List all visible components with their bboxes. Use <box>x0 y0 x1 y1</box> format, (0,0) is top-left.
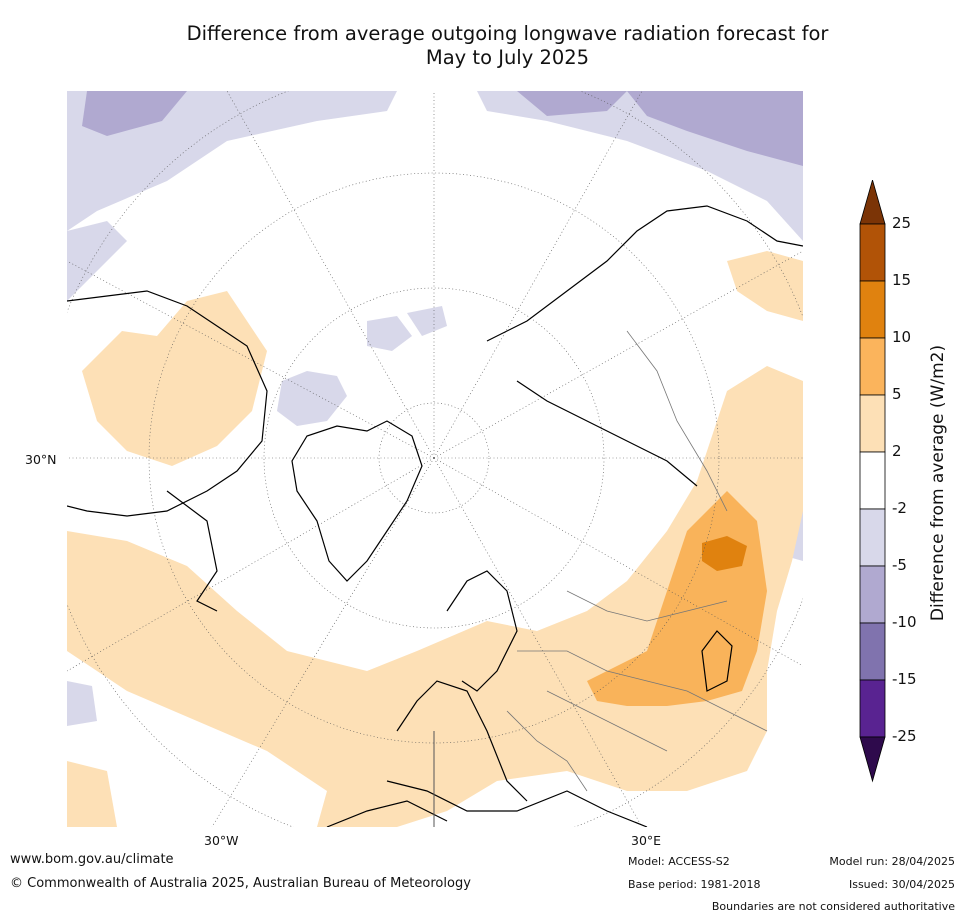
pos-region-atlantic-europe <box>67 366 803 827</box>
lon-label-30e: 30°E <box>631 833 662 848</box>
lat-label-30n: 30°N <box>25 452 57 467</box>
pos-max-siberia <box>702 536 747 571</box>
footer-issued: Issued: 30/04/2025 <box>848 878 955 891</box>
neg-strong-northeast <box>627 91 803 166</box>
colorbar-bin <box>859 679 886 738</box>
coast-siberia <box>486 205 803 342</box>
country-borders <box>506 330 768 792</box>
footer-model: Model: ACCESS-S2 <box>628 855 730 868</box>
neg-region-southwest-edge <box>67 681 97 726</box>
neg-region-north-pacific <box>67 91 397 231</box>
lon-label-30w: 30°W <box>204 833 239 848</box>
polar-map <box>67 91 803 827</box>
coast-europe-west <box>396 680 528 802</box>
coast-africa-north <box>326 800 448 827</box>
colorbar-tick-label: -10 <box>892 613 917 631</box>
anomaly-neg-5-10 <box>82 91 803 166</box>
neg-region-northwest-band <box>67 221 127 301</box>
coastlines <box>67 205 803 827</box>
colorbar-bin <box>859 394 886 453</box>
pos-region-southwest-corner <box>67 761 117 827</box>
colorbar-tick-label: 15 <box>892 271 912 289</box>
title-line-1: Difference from average outgoing longwav… <box>186 22 829 45</box>
colorbar-bin-min <box>859 736 886 783</box>
anomaly-pos-10-15 <box>702 536 747 571</box>
coast-greenland <box>291 420 423 582</box>
colorbar-tick-label: 25 <box>892 214 912 232</box>
colorbar-bin-max <box>859 180 886 225</box>
colorbar-tick-label: -25 <box>892 727 917 745</box>
pos-region-east-asia <box>727 251 803 321</box>
colorbar-bin <box>859 451 886 510</box>
colorbar-title: Difference from average (W/m2) <box>928 344 948 622</box>
neg-region-arctic-islands <box>367 316 412 351</box>
footer-url[interactable]: www.bom.gov.au/climate <box>10 852 174 867</box>
coast-canada <box>67 290 268 517</box>
coast-mediterranean <box>386 780 648 827</box>
colorbar-bin <box>859 622 886 681</box>
colorbar-bin <box>859 280 886 339</box>
coast-hudson <box>166 490 218 612</box>
colorbar <box>859 180 886 783</box>
colorbar-tick-label: -5 <box>892 556 907 574</box>
footer-base-period: Base period: 1981-2018 <box>628 878 761 891</box>
colorbar-tick-label: 2 <box>892 442 902 460</box>
footer-disclaimer: Boundaries are not considered authoritat… <box>711 900 955 913</box>
colorbar-tick-label: 5 <box>892 385 902 403</box>
neg-region-arctic-north <box>407 306 447 336</box>
chart-title: Difference from average outgoing longwav… <box>60 22 955 70</box>
colorbar-bin <box>859 565 886 624</box>
neg-region-arctic-canada <box>277 371 347 426</box>
coast-caspian <box>701 630 733 692</box>
footer-model-run: Model run: 28/04/2025 <box>829 855 955 868</box>
neg-strong-central-north <box>517 91 627 116</box>
neg-strong-pacific <box>82 91 187 136</box>
colorbar-tick-label: 10 <box>892 328 912 346</box>
pos-region-north-america <box>82 291 267 466</box>
coast-eurasia-north <box>516 380 698 487</box>
colorbar-bin <box>859 508 886 567</box>
colorbar-bin <box>859 223 886 282</box>
colorbar-tick-label: -15 <box>892 670 917 688</box>
title-line-2: May to July 2025 <box>425 46 590 69</box>
footer-copyright: © Commonwealth of Australia 2025, Austra… <box>10 876 471 891</box>
colorbar-bin <box>859 337 886 396</box>
coast-scandinavia <box>446 570 518 692</box>
colorbar-tick-label: -2 <box>892 499 907 517</box>
anomaly-pos-2-5 <box>67 251 803 827</box>
